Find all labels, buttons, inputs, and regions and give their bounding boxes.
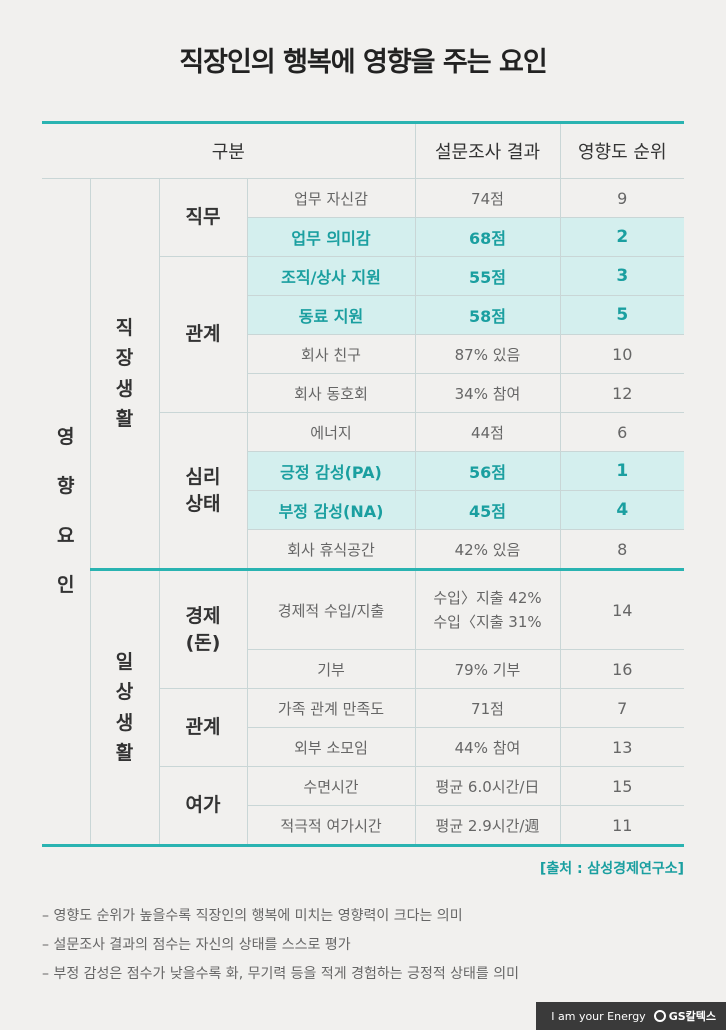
table-row: 관계 가족 관계 만족도 71점 7 xyxy=(42,688,684,767)
rank-cell: 11 xyxy=(559,805,684,846)
item-cell: 회사 친구 xyxy=(247,334,416,374)
rank-cell: 7 xyxy=(559,688,684,728)
result-cell: 수입〉지출 42% 수입〈지출 31% xyxy=(414,568,561,650)
item-cell: 부정 감성(NA) xyxy=(247,490,416,530)
table-row: 부정 감성(NA) 45점 4 xyxy=(42,490,684,530)
result-cell: 87% 있음 xyxy=(414,334,561,374)
rank-cell: 8 xyxy=(559,529,684,570)
group-psych: 심리 상태 xyxy=(159,412,248,570)
rank-cell: 5 xyxy=(559,295,684,335)
rank-cell: 3 xyxy=(559,256,684,296)
note-item: – 설문조사 결과의 점수는 자신의 상태를 스스로 평가 xyxy=(42,937,351,953)
item-cell: 동료 지원 xyxy=(247,295,416,335)
rank-cell: 9 xyxy=(559,178,684,218)
result-cell: 56점 xyxy=(414,451,561,491)
item-cell: 기부 xyxy=(247,649,416,689)
table-row: 여가 수면시간 평균 6.0시간/日 15 xyxy=(42,766,684,846)
result-cell: 68점 xyxy=(414,217,561,257)
header-category: 구분 xyxy=(42,122,416,179)
table-row: 기부 79% 기부 16 xyxy=(42,649,684,689)
result-cell: 71점 xyxy=(414,688,561,728)
table-row: 긍정 감성(PA) 56점 1 xyxy=(42,451,684,491)
result-cell: 74점 xyxy=(414,178,561,218)
table-row: 동료 지원 58점 5 xyxy=(42,295,684,335)
brand-logo: GS칼텍스 xyxy=(653,1008,716,1024)
rank-cell: 14 xyxy=(559,568,684,650)
result-cell: 55점 xyxy=(414,256,561,296)
item-cell: 적극적 여가시간 xyxy=(247,805,416,846)
table-row: 회사 동호회 34% 참여 12 xyxy=(42,373,684,413)
brand-slogan: I am your Energy xyxy=(551,1009,646,1023)
header-result: 설문조사 결과 xyxy=(414,122,561,179)
gs-logo-icon xyxy=(653,1010,666,1022)
result-cell: 42% 있음 xyxy=(414,529,561,570)
group-economy: 경제 (돈) xyxy=(158,568,248,689)
rank-cell: 16 xyxy=(559,649,684,689)
item-cell: 수면시간 xyxy=(246,766,416,806)
item-cell: 외부 소모임 xyxy=(247,727,416,767)
result-cell: 79% 기부 xyxy=(414,649,561,689)
source-label: [출처 : 삼성경제연구소] xyxy=(539,861,684,877)
rank-cell: 15 xyxy=(559,766,684,806)
item-cell: 회사 동호회 xyxy=(247,373,416,413)
result-cell: 평균 6.0시간/日 xyxy=(414,766,561,806)
page-title: 직장인의 행복에 영향을 주는 요인 xyxy=(179,47,547,78)
group-leisure: 여가 xyxy=(159,766,248,846)
result-cell: 평균 2.9시간/週 xyxy=(414,805,561,846)
result-cell: 44% 참여 xyxy=(414,727,561,767)
item-cell: 회사 휴식공간 xyxy=(247,529,416,570)
group-job: 직무 xyxy=(158,178,248,257)
result-cell: 44점 xyxy=(414,412,561,452)
rank-cell: 2 xyxy=(559,217,684,257)
result-cell: 58점 xyxy=(414,295,561,335)
table-row: 적극적 여가시간 평균 2.9시간/週 11 xyxy=(42,805,684,846)
table-row: 심리 상태 에너지 44점 6 xyxy=(42,412,684,570)
header-row: 구분 설문조사 결과 영향도 순위 xyxy=(42,122,684,179)
item-cell: 가족 관계 만족도 xyxy=(246,688,416,728)
rank-cell: 13 xyxy=(559,727,684,767)
rank-cell: 4 xyxy=(559,490,684,530)
item-cell: 조직/상사 지원 xyxy=(246,256,416,296)
rank-cell: 10 xyxy=(559,334,684,374)
note-item: – 부정 감성은 점수가 낮을수록 화, 무기력 등을 적게 경험하는 긍정적 … xyxy=(42,966,520,982)
brand-footer: I am your Energy GS칼텍스 xyxy=(536,1002,726,1030)
item-cell: 에너지 xyxy=(246,412,416,452)
result-cell: 34% 참여 xyxy=(414,373,561,413)
rank-cell: 1 xyxy=(559,451,684,491)
item-cell: 업무 의미감 xyxy=(247,217,416,257)
result-cell: 45점 xyxy=(414,490,561,530)
table-row: 관계 조직/상사 지원 55점 3 xyxy=(42,256,684,413)
notes: – 영향도 순위가 높을수록 직장인의 행복에 미치는 영향력이 크다는 의미 … xyxy=(42,902,519,989)
item-cell: 경제적 수입/지출 xyxy=(246,568,416,650)
item-cell: 긍정 감성(PA) xyxy=(247,451,416,491)
rank-cell: 12 xyxy=(559,373,684,413)
group-relation-2: 관계 xyxy=(159,688,248,767)
header-rank: 영향도 순위 xyxy=(559,122,684,179)
note-item: – 영향도 순위가 높을수록 직장인의 행복에 미치는 영향력이 크다는 의미 xyxy=(42,908,463,924)
group-relation: 관계 xyxy=(159,256,248,413)
rank-cell: 6 xyxy=(559,412,684,452)
item-cell: 업무 자신감 xyxy=(246,178,416,218)
table-row: 회사 친구 87% 있음 10 xyxy=(42,334,684,374)
